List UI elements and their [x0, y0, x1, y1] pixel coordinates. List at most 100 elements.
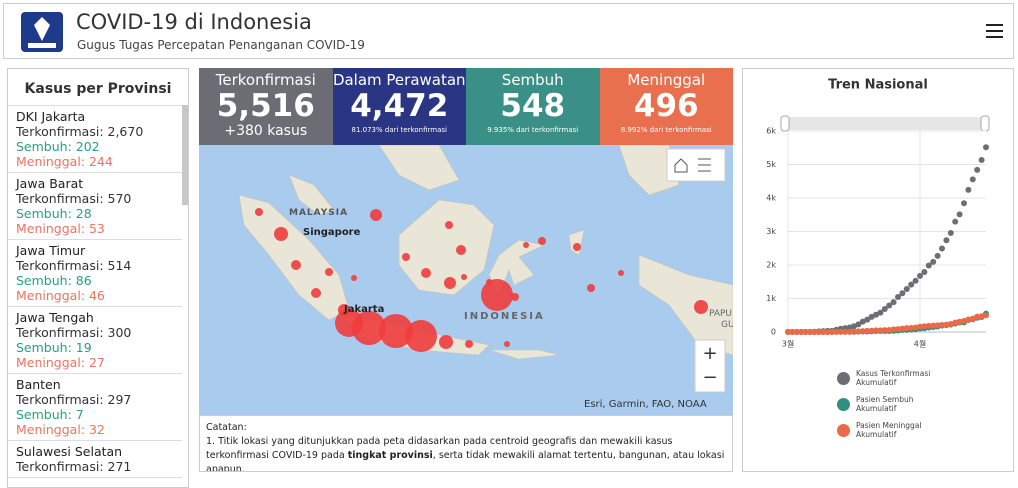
data-point [908, 324, 915, 331]
trend-panel: Tren Nasional 0 1k 2k 3k 4k 5k 6k 3월 4월 Kasus Te… [742, 68, 1014, 472]
data-point [881, 306, 888, 313]
province-item: Jawa Timur Terkonfirmasi: 514 Sembuh: 86 Me… [8, 240, 182, 307]
map-label: Jakarta [343, 304, 384, 315]
data-point [952, 218, 959, 225]
data-point [912, 277, 919, 284]
province-confirmed: Terkonfirmasi: 2,670 [16, 124, 144, 139]
data-point [837, 328, 844, 335]
case-markers [255, 208, 708, 352]
scrollbar[interactable] [182, 105, 188, 205]
province-recovered: Sembuh: 202 [16, 139, 100, 154]
logo [21, 12, 63, 52]
legend-label: Kasus Terkonfirmasi Akumulatif [856, 369, 931, 387]
data-point [846, 328, 853, 335]
province-item: Sulawesi Selatan Terkonfirmasi: 271 [8, 441, 182, 478]
stat-label: Sembuh [501, 71, 564, 89]
data-point [833, 328, 840, 335]
data-point [877, 309, 884, 316]
y-tick-label: 1k [766, 294, 776, 303]
data-point [899, 290, 906, 297]
notes: Catatan: 1. Titik lokasi yang ditunjukka… [199, 415, 733, 472]
menu-button[interactable] [985, 22, 1005, 40]
range-slider[interactable] [783, 117, 987, 130]
province-deaths: Meninggal: 32 [16, 422, 105, 437]
data-point [974, 313, 981, 320]
data-point [912, 324, 919, 331]
data-point [855, 321, 862, 328]
title: COVID-19 di Indonesia [76, 10, 312, 34]
data-point [815, 329, 822, 335]
province-deaths: Meninggal: 244 [16, 154, 113, 169]
data-point [868, 327, 875, 334]
stat-value: 496 [633, 88, 699, 124]
data-point [939, 321, 945, 328]
subtitle: Gugus Tugas Percepatan Penanganan COVID-… [77, 38, 365, 52]
zoom-controls[interactable] [694, 339, 726, 393]
data-point [820, 329, 827, 335]
map-tools[interactable] [666, 148, 726, 182]
stats-bar: Terkonfirmasi 5,516 +380 kasus Dalam Perawa… [199, 68, 733, 145]
legend-label: Pasien Meninggal Akumulatif [856, 421, 922, 439]
province-recovered: Sembuh: 28 [16, 206, 92, 221]
stat-card: Meninggal 496 8.992% dari terkonfirmasi [599, 68, 733, 145]
province-panel: Kasus per Provinsi DKI Jakarta Terkonfirm… [7, 68, 189, 488]
data-point [930, 322, 937, 329]
slider-handle[interactable] [780, 115, 790, 132]
data-point [859, 328, 866, 335]
data-point [974, 166, 981, 173]
stat-value: 548 [500, 88, 566, 124]
data-point [925, 262, 932, 269]
data-point [965, 186, 972, 193]
province-recovered: Sembuh: 7 [16, 407, 84, 422]
data-point [921, 269, 928, 276]
data-point [802, 329, 809, 335]
stat-label: Meninggal [627, 71, 706, 89]
province-confirmed: Terkonfirmasi: 300 [16, 325, 132, 340]
y-tick-label: 5k [766, 160, 776, 169]
province-confirmed: Terkonfirmasi: 570 [16, 191, 132, 206]
y-tick-label: 4k [766, 194, 776, 203]
data-point [793, 329, 800, 335]
data-point [877, 327, 884, 334]
trend-chart: Tren Nasional 0 1k 2k 3k 4k 5k 6k 3월 4월 [766, 78, 990, 349]
stat-card: Sembuh 548 9.935% dari terkonfirmasi [466, 68, 600, 145]
slider-handle[interactable] [980, 115, 990, 132]
stat-value: 4,472 [350, 88, 449, 124]
data-point [864, 316, 871, 323]
notes-part: 1. Titik lokasi yang ditunjukkan pada pe… [206, 436, 673, 461]
stat-card: Terkonfirmasi 5,516 +380 kasus [199, 68, 333, 145]
stat-note: 9.935% dari terkonfirmasi [487, 126, 579, 134]
data-point [824, 328, 831, 335]
province-recovered: Sembuh: 19 [16, 340, 92, 355]
province-name: Jawa Tengah [16, 310, 94, 325]
legend-label: Pasien Sembuh Akumulatif [856, 395, 914, 413]
province-confirmed: Terkonfirmasi: 297 [16, 392, 132, 407]
province-title: Kasus per Provinsi [24, 81, 172, 97]
map-label: MALAYSIA [289, 208, 348, 218]
map-label: INDONESIA [464, 311, 545, 322]
legend: Kasus Terkonfirmasi Akumulatif Pasien Sem… [837, 369, 1007, 447]
map-label: Singapore [303, 227, 361, 238]
data-point [943, 237, 950, 244]
map-label: Esri, Garmin, FAO, NOAA [584, 399, 707, 410]
data-point [842, 328, 849, 335]
data-point [899, 325, 906, 332]
data-point [925, 322, 932, 329]
notes-part: , serta tidak mewakili alamat tertentu, … [206, 450, 725, 472]
data-point [855, 328, 862, 335]
province-item: Jawa Barat Terkonfirmasi: 570 Sembuh: 28 Me… [8, 173, 182, 240]
province-name: Jawa Timur [16, 243, 86, 258]
legend-swatch [837, 371, 850, 385]
province-item: Jawa Tengah Terkonfirmasi: 300 Sembuh: 19 M… [8, 307, 182, 374]
province-recovered: Sembuh: 86 [16, 273, 92, 288]
data-point [908, 281, 915, 288]
stat-note: 81.073% dari terkonfirmasi [351, 126, 447, 134]
map-label: − [702, 367, 717, 388]
data-point [811, 329, 818, 335]
data-point [895, 326, 901, 333]
data-point [921, 323, 928, 330]
province-item: DKI Jakarta Terkonfirmasi: 2,670 Sembuh: 2… [8, 106, 182, 173]
province-item: Banten Terkonfirmasi: 297 Sembuh: 7 Meningg… [8, 374, 182, 441]
data-point [895, 293, 901, 300]
